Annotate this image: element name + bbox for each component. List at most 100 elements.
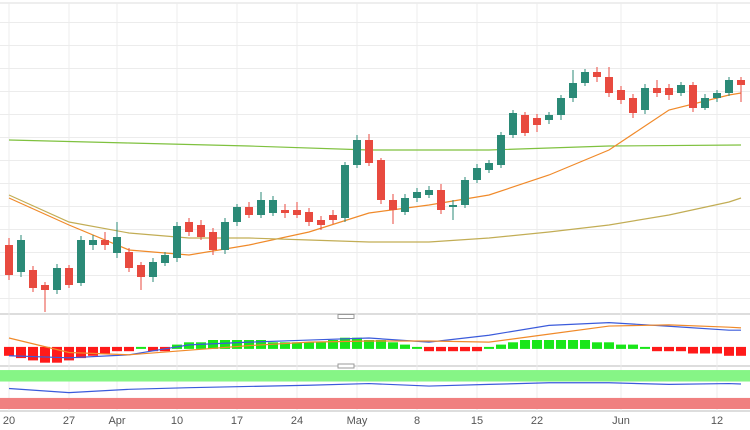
histogram-bar bbox=[244, 340, 254, 349]
candle-body bbox=[425, 190, 433, 195]
histogram-bar bbox=[148, 346, 158, 352]
candle-body bbox=[389, 200, 397, 210]
histogram-bar bbox=[388, 342, 398, 349]
candle-body bbox=[281, 210, 289, 213]
histogram-bar bbox=[280, 342, 290, 349]
histogram-bar bbox=[268, 342, 278, 349]
histogram-bar bbox=[616, 344, 626, 349]
histogram-bar bbox=[424, 346, 434, 352]
candle-body bbox=[461, 180, 469, 205]
histogram-bar bbox=[664, 346, 674, 352]
resize-handle[interactable] bbox=[337, 363, 355, 369]
histogram-bar bbox=[220, 340, 230, 349]
x-tick-label: 20 bbox=[3, 415, 15, 427]
plot-layer: 20 27 Apr 10 17 24 May 8 15 22 Jun 12 bbox=[0, 3, 750, 427]
histogram-bar bbox=[28, 346, 38, 361]
x-tick-label: 12 bbox=[711, 415, 723, 427]
candle-body bbox=[329, 215, 337, 220]
indicator-line bbox=[8, 324, 742, 356]
indicator-line bbox=[8, 139, 742, 151]
candle-body bbox=[125, 252, 133, 268]
candle-body bbox=[521, 115, 529, 133]
histogram-bar bbox=[628, 344, 638, 349]
candle-body bbox=[653, 88, 661, 93]
histogram-bar bbox=[508, 342, 518, 349]
candle-body bbox=[545, 115, 553, 120]
candle-body bbox=[149, 262, 157, 277]
histogram-bar bbox=[592, 342, 602, 349]
histogram-bar bbox=[352, 337, 362, 349]
x-tick-label: 27 bbox=[63, 415, 75, 427]
candle-body bbox=[641, 88, 649, 110]
candle-body bbox=[509, 113, 517, 135]
candle-body bbox=[101, 240, 109, 245]
histogram-bar bbox=[652, 346, 662, 352]
candle-body bbox=[377, 160, 385, 200]
resize-handle[interactable] bbox=[337, 314, 355, 319]
candle-body bbox=[497, 135, 505, 165]
x-tick-label: May bbox=[347, 415, 368, 427]
candle-body bbox=[17, 240, 25, 272]
candle-body bbox=[437, 190, 445, 210]
candle-body bbox=[569, 83, 577, 98]
histogram-bar bbox=[184, 342, 194, 349]
candle-body bbox=[557, 98, 565, 115]
histogram-bar bbox=[4, 346, 14, 356]
histogram-bar bbox=[208, 340, 218, 349]
candle-body bbox=[665, 88, 673, 95]
candle-body bbox=[221, 222, 229, 250]
indicator-line bbox=[8, 92, 742, 256]
candle-body bbox=[737, 80, 745, 85]
indicator-line bbox=[8, 382, 742, 394]
histogram-bar bbox=[400, 344, 410, 349]
candle-body bbox=[305, 212, 313, 222]
histogram-bar bbox=[688, 346, 698, 354]
candle-body bbox=[341, 165, 349, 218]
candle-body bbox=[617, 90, 625, 100]
candle-body bbox=[365, 140, 373, 163]
candle-body bbox=[593, 72, 601, 77]
candle-body bbox=[413, 192, 421, 198]
candle-body bbox=[65, 268, 73, 285]
histogram-bar bbox=[640, 346, 650, 349]
histogram-bar bbox=[532, 340, 542, 349]
histogram-bar bbox=[364, 340, 374, 349]
indicator-line bbox=[8, 194, 742, 243]
histogram-bar bbox=[580, 340, 590, 349]
histogram-bar bbox=[484, 346, 494, 349]
indicator-line bbox=[8, 321, 741, 359]
candle-body bbox=[209, 232, 217, 250]
histogram-bar bbox=[100, 346, 110, 354]
candle-body bbox=[257, 200, 265, 215]
histogram-bar bbox=[88, 346, 98, 356]
candle-body bbox=[77, 240, 85, 283]
candle-body bbox=[245, 207, 253, 215]
x-tick-label: 17 bbox=[231, 415, 243, 427]
candle-body bbox=[485, 163, 493, 170]
candle-body bbox=[713, 93, 721, 98]
x-tick-label: 15 bbox=[471, 415, 483, 427]
histogram-bar bbox=[736, 346, 746, 356]
candle-body bbox=[269, 200, 277, 213]
histogram-bar bbox=[136, 346, 146, 349]
candle-body bbox=[533, 118, 541, 125]
histogram-bar bbox=[472, 346, 482, 352]
candle-body bbox=[233, 207, 241, 222]
histogram-bar bbox=[328, 340, 338, 349]
candle-body bbox=[605, 77, 613, 93]
histogram-bar bbox=[316, 342, 326, 349]
histogram-bar bbox=[724, 346, 734, 356]
x-tick-label: 10 bbox=[171, 415, 183, 427]
candle-body bbox=[173, 226, 181, 258]
zone-band bbox=[0, 370, 750, 382]
histogram-bar bbox=[568, 340, 578, 349]
histogram-bar bbox=[712, 346, 722, 354]
candle-body bbox=[317, 220, 325, 225]
histogram-bar bbox=[556, 340, 566, 349]
candle-body bbox=[53, 268, 61, 290]
histogram-bar bbox=[340, 337, 350, 349]
candle-body bbox=[89, 240, 97, 245]
histogram-bar bbox=[676, 346, 686, 352]
candle-body bbox=[629, 98, 637, 113]
